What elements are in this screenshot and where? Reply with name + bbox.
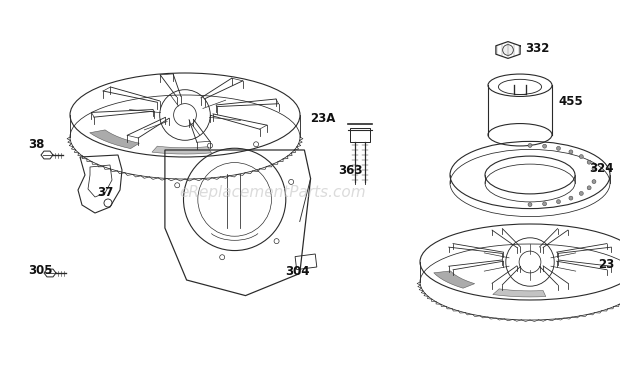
Text: 23A: 23A <box>310 112 335 125</box>
Circle shape <box>587 160 591 164</box>
Polygon shape <box>493 289 546 297</box>
Circle shape <box>557 200 560 204</box>
Polygon shape <box>152 146 211 154</box>
Circle shape <box>503 45 513 55</box>
Circle shape <box>542 202 547 206</box>
Text: eReplacementParts.com: eReplacementParts.com <box>179 185 366 200</box>
Circle shape <box>557 147 560 150</box>
Circle shape <box>528 144 532 147</box>
Circle shape <box>542 144 547 148</box>
Circle shape <box>592 166 596 171</box>
Circle shape <box>579 191 583 195</box>
Circle shape <box>592 179 596 184</box>
Polygon shape <box>434 271 475 288</box>
Circle shape <box>569 150 573 154</box>
Text: 304: 304 <box>285 265 309 278</box>
Polygon shape <box>90 130 140 149</box>
Text: 363: 363 <box>338 164 363 177</box>
Circle shape <box>528 202 532 206</box>
Text: 455: 455 <box>558 95 583 108</box>
Circle shape <box>569 196 573 200</box>
Circle shape <box>579 155 583 159</box>
Text: 332: 332 <box>525 42 549 55</box>
Text: 23: 23 <box>598 258 614 271</box>
Circle shape <box>587 186 591 190</box>
Text: 324: 324 <box>590 162 614 175</box>
Text: 37: 37 <box>97 186 113 199</box>
Text: 305: 305 <box>28 264 53 277</box>
Text: 38: 38 <box>28 138 45 151</box>
